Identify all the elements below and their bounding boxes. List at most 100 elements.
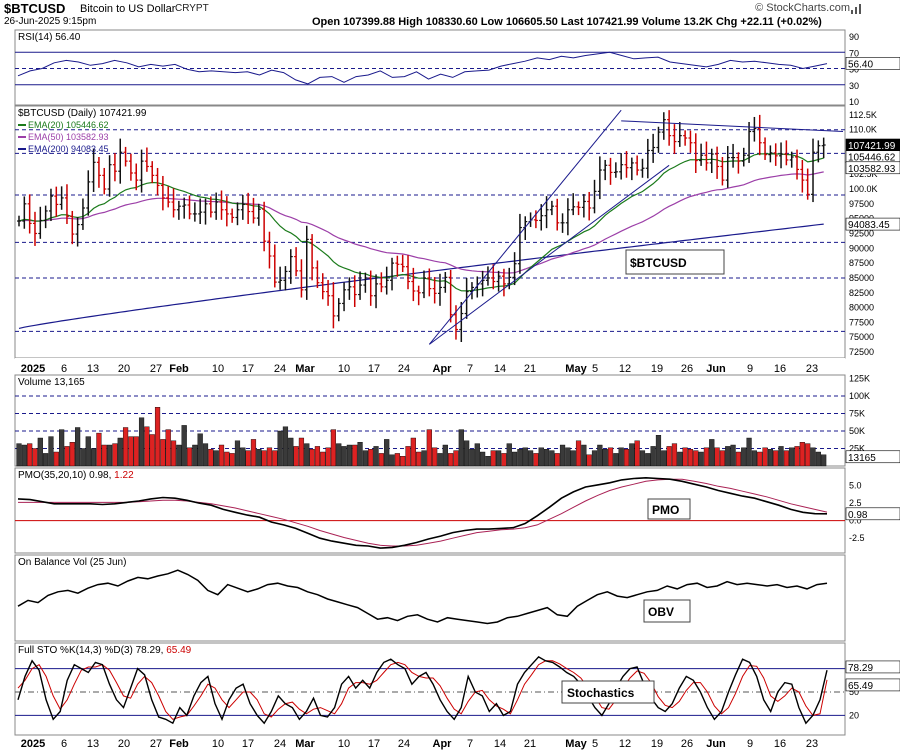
volume-bar — [250, 439, 257, 467]
volume-bar — [16, 443, 22, 467]
volume-bar — [144, 426, 150, 467]
x-axis-label-bottom: 17 — [368, 738, 380, 750]
volume-bar — [341, 446, 347, 467]
sto-title: Full STO %K(14,3) %D(3) 78.29, 65.49 — [18, 645, 192, 656]
x-axis-label-bottom: 10 — [212, 738, 224, 750]
volume-tick-label: 25K — [849, 444, 865, 454]
volume-bar — [122, 427, 129, 467]
price-tick-label: 102.5K — [849, 169, 878, 179]
volume-bar — [501, 453, 507, 467]
volume-bar — [53, 451, 59, 467]
volume-bar — [783, 450, 789, 467]
sto-tick-label: 20 — [849, 710, 859, 720]
volume-tick-label: 125K — [849, 374, 870, 384]
x-axis-label-bottom: 16 — [774, 738, 786, 750]
x-axis-label: 14 — [494, 363, 506, 375]
x-axis-label: 10 — [338, 363, 350, 375]
volume-bar — [277, 430, 283, 467]
x-axis-label-bottom: 7 — [467, 738, 473, 750]
x-axis-label: 19 — [651, 363, 663, 375]
volume-bar — [522, 447, 528, 467]
price-badge-0: 107421.99 — [848, 141, 896, 152]
volume-bar — [197, 433, 203, 467]
x-axis-label-bottom: 2025 — [21, 738, 45, 750]
volume-bar — [192, 444, 198, 467]
volume-bar — [245, 450, 251, 467]
volume-bar — [21, 444, 27, 467]
volume-bar — [693, 450, 699, 467]
volume-bar — [591, 450, 598, 467]
x-axis-label: 16 — [774, 363, 786, 375]
price-badge-2: 103582.93 — [848, 164, 896, 175]
price-tick-label: 85000 — [849, 273, 874, 283]
volume-bar — [213, 450, 219, 467]
volume-bar — [469, 449, 475, 467]
volume-bar — [725, 446, 731, 467]
volume-bar — [698, 451, 704, 467]
x-axis-label: 6 — [61, 363, 67, 375]
volume-bar — [778, 446, 784, 467]
volume-bar — [538, 447, 544, 467]
pmo-box-label: PMO — [652, 503, 679, 517]
x-axis-label-bottom: 12 — [619, 738, 631, 750]
volume-bar — [565, 447, 571, 467]
x-axis-label-bottom: 20 — [118, 738, 130, 750]
volume-bar — [202, 443, 209, 467]
x-axis-label: Apr — [433, 363, 453, 375]
volume-bar — [805, 443, 811, 467]
volume-bar — [527, 450, 534, 467]
price-title: $BTCUSD (Daily) 107421.99 — [18, 108, 147, 119]
ema50-line — [18, 171, 824, 274]
ema20-legend-label: EMA(20) 105446.62 — [28, 120, 109, 130]
volume-bar — [517, 449, 523, 467]
volume-bar — [346, 444, 352, 467]
volume-bar — [80, 448, 86, 467]
x-axis-label: 27 — [150, 363, 162, 375]
volume-bar — [75, 427, 81, 467]
volume-bar — [384, 439, 390, 467]
volume-bar — [224, 451, 230, 467]
x-axis-label: 24 — [398, 363, 410, 375]
volume-bar — [703, 447, 710, 467]
volume-bar — [746, 437, 752, 467]
volume-bar — [176, 444, 182, 467]
volume-bar — [106, 444, 113, 467]
volume-bar — [789, 447, 795, 467]
sto-box-label: Stochastics — [567, 686, 635, 700]
sto-panel — [14, 642, 846, 736]
price-tick-label: 75000 — [849, 332, 874, 342]
obv-box-frame — [643, 599, 691, 623]
sto-k-label-box — [845, 660, 900, 674]
volume-bar — [112, 443, 118, 467]
volume-bar — [91, 448, 97, 467]
pmo-line — [17, 476, 828, 549]
x-axis-label-bottom: 9 — [747, 738, 753, 750]
volume-bar — [325, 447, 331, 467]
x-axis-label-bottom: Mar — [295, 738, 315, 750]
volume-bar — [256, 449, 262, 467]
volume-bar — [618, 447, 624, 467]
volume-bar — [288, 437, 294, 467]
volume-bar — [133, 436, 139, 467]
volume-bar — [682, 447, 688, 467]
price-tick-label: 72500 — [849, 347, 874, 357]
x-axis-label-bottom: 23 — [806, 738, 818, 750]
pmo-last-label-box — [845, 507, 900, 521]
volume-bar — [602, 449, 608, 467]
channel-lower-line — [429, 164, 670, 345]
volume-bar — [751, 450, 757, 467]
volume-bar — [59, 429, 65, 467]
volume-bar — [357, 442, 363, 467]
volume-tick-label: 50K — [849, 426, 865, 436]
volume-bar — [352, 444, 358, 467]
volume-bar — [101, 444, 107, 467]
volume-bar — [586, 454, 592, 467]
volume-bar — [533, 453, 539, 467]
x-axis-label: 12 — [619, 363, 631, 375]
price-tick-label: 82500 — [849, 288, 874, 298]
volume-bar — [799, 442, 805, 467]
symbol: $BTCUSD — [4, 1, 66, 16]
volume-bar — [453, 450, 459, 467]
volume-bar — [400, 456, 406, 467]
volume-bar — [272, 450, 278, 467]
